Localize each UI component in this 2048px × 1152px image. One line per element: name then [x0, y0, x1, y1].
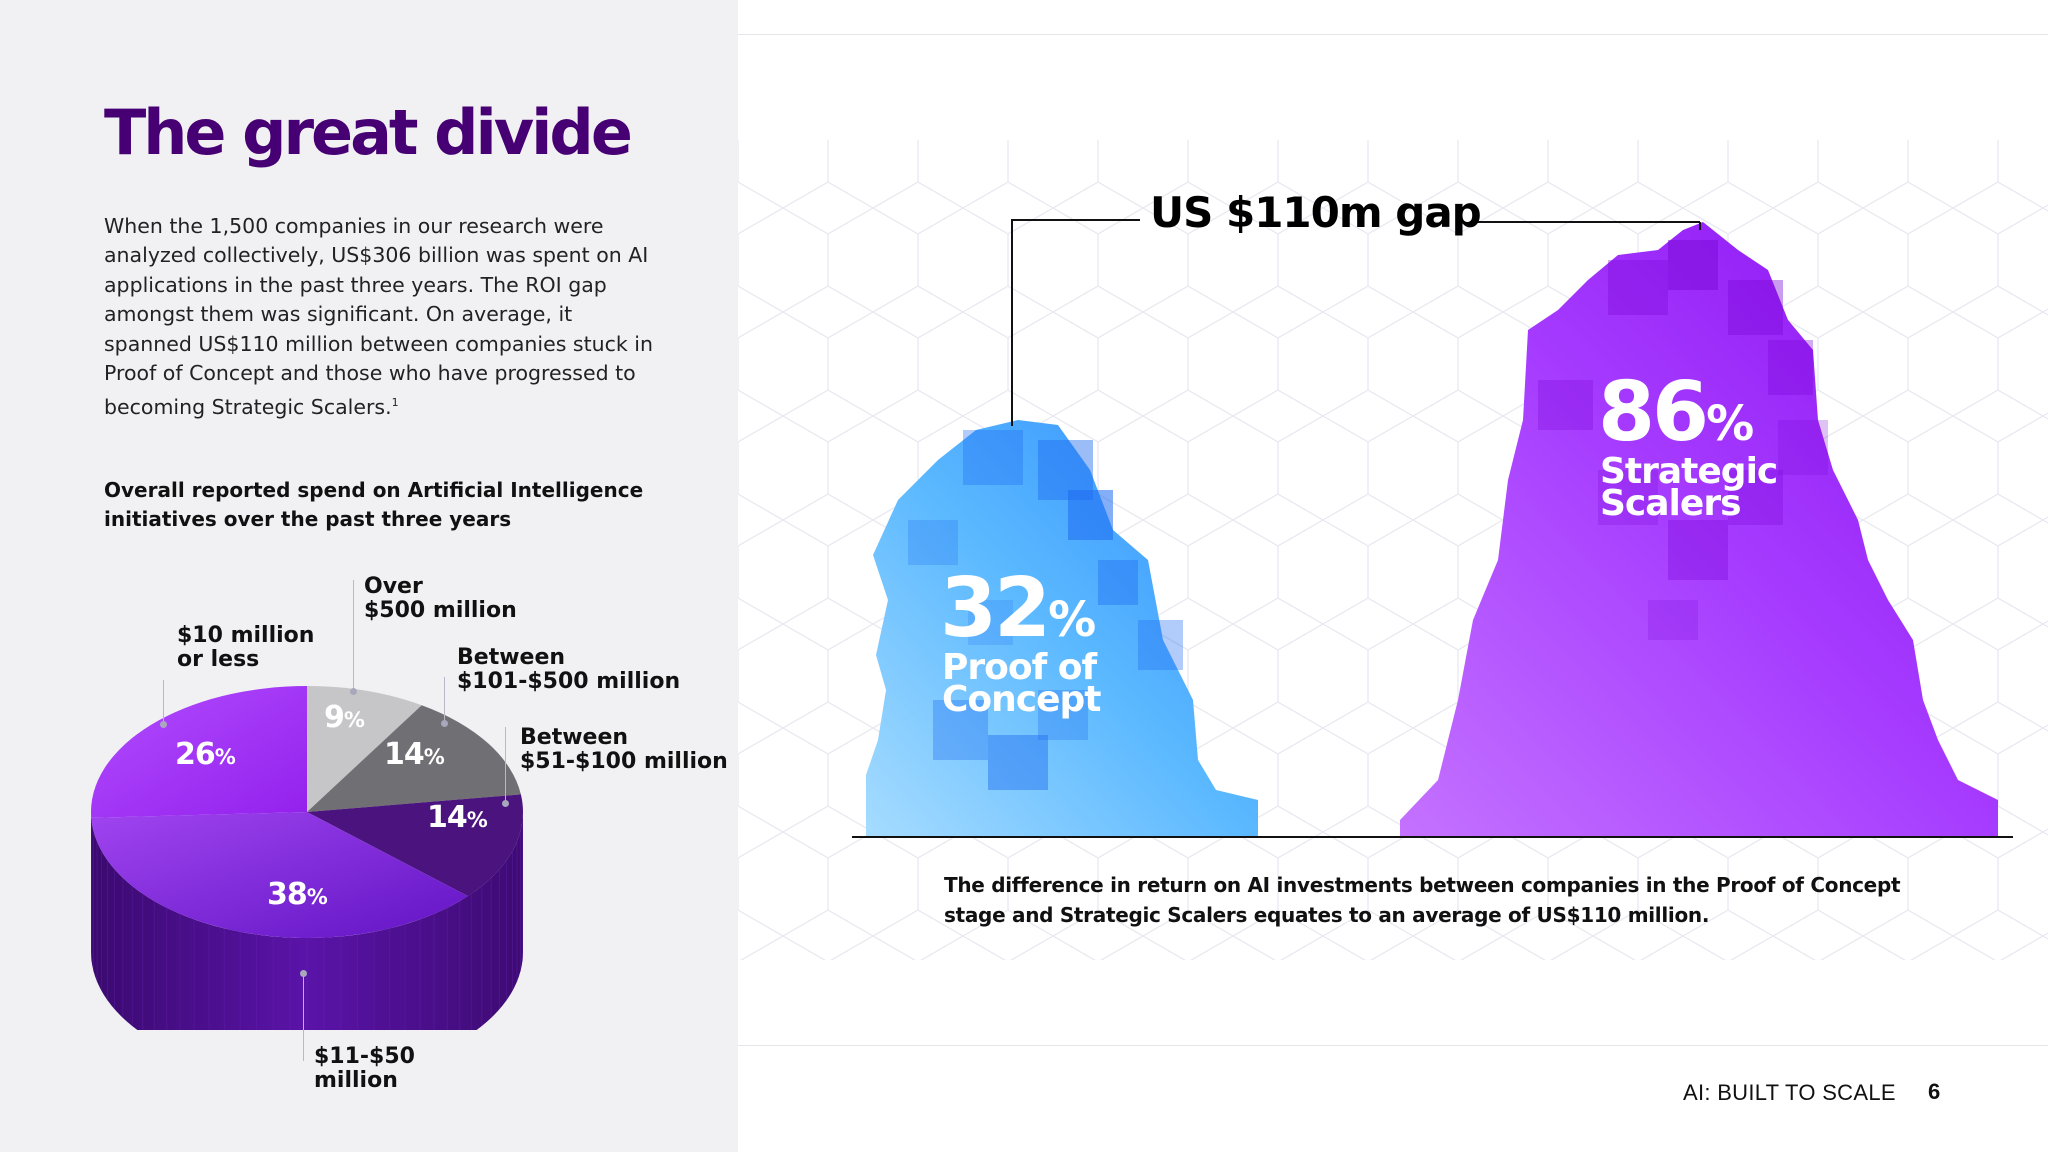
poc-shape-silhouette	[866, 420, 1258, 837]
pie-pct-value: 9	[324, 700, 345, 735]
pie-pct-101-500: 14%	[384, 737, 445, 772]
leader-line-101-500	[444, 677, 445, 722]
footnote-marker: 1	[391, 396, 399, 410]
poc-shape-cube	[933, 700, 988, 760]
pie-pct-value: 14	[384, 737, 425, 772]
pie-side-wall	[91, 812, 523, 1030]
pie-pct-ten-or-less: 26%	[175, 737, 236, 772]
pie-label-over-500: Over $500 million	[364, 574, 517, 623]
pie-pct-11-50: 38%	[267, 877, 328, 912]
pie-slice-51-100	[307, 794, 523, 897]
poc-shape-cube	[1038, 690, 1088, 740]
footer-doc-title: AI: BUILT TO SCALE	[1683, 1080, 1896, 1105]
pie-slice-over-500	[307, 686, 422, 812]
scalers-shape-cube	[1648, 600, 1698, 640]
footer-divider	[738, 1045, 2048, 1046]
scalers-shape-cube	[1728, 470, 1783, 525]
pie-label-51-100: Between $51-$100 million	[520, 725, 728, 774]
pie-label-11-50: $11-$50 million	[314, 1044, 415, 1093]
scalers-shape-cube	[1668, 240, 1718, 290]
pie-pct-value: 14	[427, 800, 468, 835]
pie-chart	[90, 686, 523, 1030]
poc-value: 32	[940, 561, 1051, 656]
poc-shape-cube	[963, 430, 1023, 485]
poc-shape-cube	[1098, 560, 1138, 605]
poc-shape-cube	[968, 600, 1013, 645]
proof-of-concept-shape	[866, 420, 1258, 837]
pie-label-ten-or-less: $10 million or less	[177, 623, 315, 672]
strategic-scalers-shape	[1400, 222, 1998, 837]
leader-line-ten-or-less	[163, 680, 164, 724]
scalers-shape-cube	[1598, 470, 1658, 525]
leader-line-over-500	[353, 580, 354, 690]
scalers-shape-silhouette	[1400, 222, 1998, 837]
pie-chart-heading: Overall reported spend on Artificial Int…	[104, 478, 644, 531]
scalers-percent-symbol: %	[1706, 396, 1755, 452]
pie-label-101-500: Between $101-$500 million	[457, 645, 681, 694]
page-title: The great divide	[104, 96, 633, 169]
poc-shape-cube	[1138, 620, 1183, 670]
top-divider	[738, 34, 2048, 35]
pie-slice-101-500	[307, 705, 521, 812]
pie-slice-11-50	[91, 812, 468, 939]
leader-dot-11-50	[300, 970, 307, 977]
scalers-value: 86	[1598, 365, 1709, 460]
pie-pct-symbol: %	[423, 745, 445, 769]
gap-bracket-left	[1011, 219, 1140, 426]
pie-pct-symbol: %	[306, 885, 328, 909]
pie-pct-value: 26	[175, 737, 216, 772]
leader-dot-101-500	[441, 720, 448, 727]
poc-shape-cube	[908, 520, 958, 565]
pie-slice-ten-or-less	[90, 686, 307, 818]
leader-dot-ten-or-less	[160, 721, 167, 728]
intro-text: When the 1,500 companies in our research…	[104, 214, 653, 420]
scalers-label: Strategic Scalers	[1600, 451, 1778, 524]
scalers-shape-cube	[1608, 260, 1668, 315]
scalers-shape-cube	[1668, 520, 1728, 580]
page-number: 6	[1928, 1079, 1941, 1104]
scalers-shape-cube	[1778, 420, 1828, 475]
poc-percent-symbol: %	[1048, 592, 1097, 648]
pie-pct-symbol: %	[343, 708, 365, 732]
pie-pct-symbol: %	[214, 745, 236, 769]
pie-pct-51-100: 14%	[427, 800, 488, 835]
gap-label: US $110m gap	[1150, 188, 1482, 237]
pie-pct-value: 38	[267, 877, 308, 912]
leader-dot-51-100	[502, 800, 509, 807]
poc-label: Proof of Concept	[942, 647, 1102, 720]
poc-shape-cube	[1068, 490, 1113, 540]
gap-graphic	[738, 140, 2048, 960]
leader-dot-over-500	[350, 688, 357, 695]
scalers-shape-cube	[1538, 380, 1593, 430]
pie-pct-symbol: %	[466, 808, 488, 832]
pie-pct-over-500: 9%	[324, 700, 365, 735]
leader-line-11-50	[303, 976, 304, 1061]
graphic-caption: The difference in return on AI investmen…	[944, 873, 1901, 927]
poc-percentage: 32%	[940, 568, 1096, 661]
scalers-shape-cube	[1728, 280, 1783, 335]
intro-paragraph: When the 1,500 companies in our research…	[104, 212, 664, 423]
leader-line-51-100	[505, 727, 506, 803]
scalers-percentage: 86%	[1598, 372, 1754, 465]
scalers-shape-cube	[1768, 340, 1813, 395]
poc-shape-cube	[988, 735, 1048, 790]
